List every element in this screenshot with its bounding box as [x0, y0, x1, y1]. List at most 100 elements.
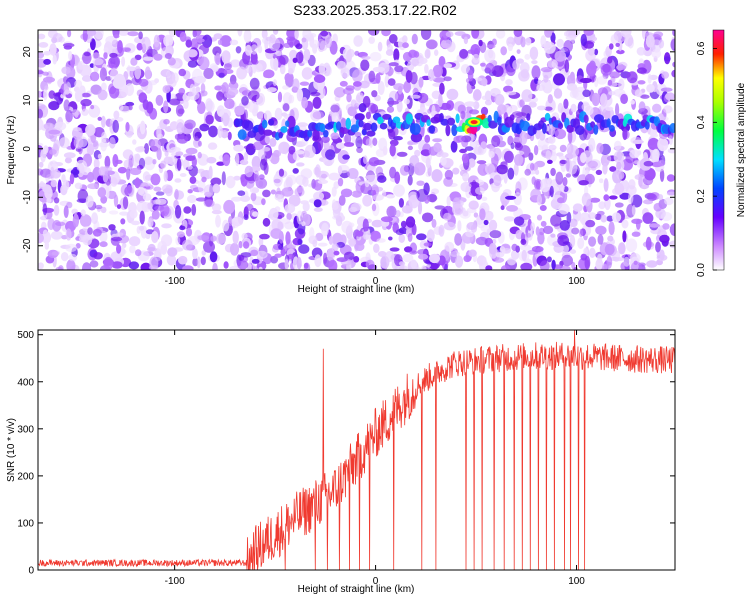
colorbar: 0.0 0.2 0.4 0.6 Normalized spectral amplitu… — [696, 29, 747, 277]
colorbar-tick-label: 0.6 — [696, 41, 707, 55]
heatmap-cell — [176, 122, 185, 135]
heatmap-cell — [579, 77, 592, 84]
heatmap-cell — [407, 145, 413, 151]
heatmap-cell — [164, 53, 172, 59]
heatmap-cell — [348, 238, 357, 247]
heatmap-cell — [200, 256, 206, 266]
heatmap-signal-cell — [392, 116, 401, 124]
heatmap-cell — [50, 230, 63, 240]
heatmap-signal-cell — [426, 119, 431, 127]
heatmap-signal-cell — [526, 113, 531, 121]
heatmap-signal-cell — [323, 130, 329, 138]
heatmap-cell — [549, 185, 554, 198]
colorbar-gradient — [712, 29, 725, 271]
heatmap-cell — [368, 30, 380, 36]
heatmap-signal-cell — [557, 122, 564, 130]
heatmap-cell — [450, 140, 458, 153]
heatmap-cell — [125, 121, 130, 132]
heatmap-cell — [197, 179, 206, 194]
heatmap-cell — [72, 127, 82, 132]
heatmap-cell — [388, 62, 399, 67]
heatmap-cell — [150, 139, 162, 153]
heatmap-cell — [565, 173, 572, 178]
heatmap-cell — [234, 105, 246, 116]
heatmap-cell — [657, 137, 669, 152]
heatmap-cell — [100, 138, 108, 152]
heatmap-cell — [258, 266, 263, 270]
heatmap-signal-cell — [268, 118, 275, 126]
heatmap-cell — [629, 253, 641, 263]
heatmap-cell — [440, 152, 449, 158]
heatmap-cell — [223, 199, 236, 214]
heatmap-cell — [116, 204, 122, 210]
heatmap-cell — [64, 89, 70, 95]
heatmap-cell — [638, 101, 646, 112]
heatmap-cell — [569, 249, 577, 254]
heatmap-cell — [626, 71, 638, 84]
heatmap-cell — [75, 243, 81, 249]
heatmap-cell — [631, 231, 641, 237]
heatmap-cell — [406, 61, 415, 71]
heatmap-cell — [72, 213, 80, 228]
heatmap-cell — [292, 168, 299, 174]
heatmap-cell — [500, 192, 510, 206]
heatmap-cell — [377, 251, 387, 257]
heatmap-cell — [330, 104, 340, 113]
heatmap-cell — [362, 218, 369, 233]
heatmap-cell — [511, 111, 524, 118]
heatmap-signal-cell — [593, 124, 599, 135]
heatmap-cell — [362, 194, 373, 207]
heatmap-cell — [128, 261, 140, 270]
heatmap-cell — [92, 140, 99, 150]
heatmap-cell — [396, 151, 408, 157]
heatmap-cell — [148, 265, 159, 270]
heatmap-signal-cell — [608, 124, 615, 132]
heatmap-cell — [528, 101, 537, 108]
heatmap-signal-cell — [447, 117, 456, 126]
heatmap-cell — [557, 197, 565, 204]
heatmap-cell — [138, 157, 146, 169]
heatmap-cell — [321, 135, 330, 144]
heatmap-cell — [38, 52, 45, 59]
heatmap-cell — [438, 224, 445, 237]
heatmap-cell — [393, 184, 405, 197]
heatmap-cell — [107, 63, 116, 68]
heatmap-cell — [95, 204, 103, 210]
heatmap-signal-cell — [644, 120, 650, 130]
heatmap-cell — [358, 103, 367, 113]
heatmap-cell — [524, 168, 531, 176]
heatmap-cell — [262, 189, 271, 198]
heatmap-cell — [486, 44, 496, 49]
heatmap-cell — [439, 102, 452, 111]
heatmap-cell — [529, 46, 539, 60]
heatmap-cell — [195, 86, 201, 93]
heatmap-cell — [81, 92, 91, 98]
heatmap-cell — [355, 136, 363, 149]
heatmap-cell — [250, 192, 257, 202]
heatmap-cell — [613, 150, 625, 164]
heatmap-cell — [110, 251, 123, 261]
heatmap-cell — [105, 35, 118, 46]
heatmap-cell — [155, 94, 164, 106]
heatmap-cell — [125, 83, 135, 96]
heatmap-cell — [211, 203, 222, 212]
heatmap-cell — [556, 152, 564, 157]
heatmap-cell — [139, 210, 145, 225]
heatmap-cells — [38, 30, 675, 270]
heatmap-cell — [170, 146, 181, 153]
heatmap-cell — [588, 144, 594, 153]
heatmap-signal-cell — [307, 129, 313, 138]
heatmap-cell — [403, 80, 412, 94]
heatmap-cell — [221, 50, 231, 64]
heatmap-cell — [48, 101, 60, 111]
heatmap-cell — [660, 87, 673, 92]
heatmap-cell — [609, 43, 614, 50]
heatmap-cell — [58, 265, 64, 270]
heatmap-cell — [243, 145, 255, 150]
heatmap-cell — [236, 66, 248, 80]
heatmap-cell — [545, 150, 552, 161]
heatmap-cell — [531, 60, 538, 65]
heatmap-cell — [139, 120, 146, 135]
heatmap-cell — [333, 87, 346, 98]
heatmap-cell — [408, 194, 420, 209]
